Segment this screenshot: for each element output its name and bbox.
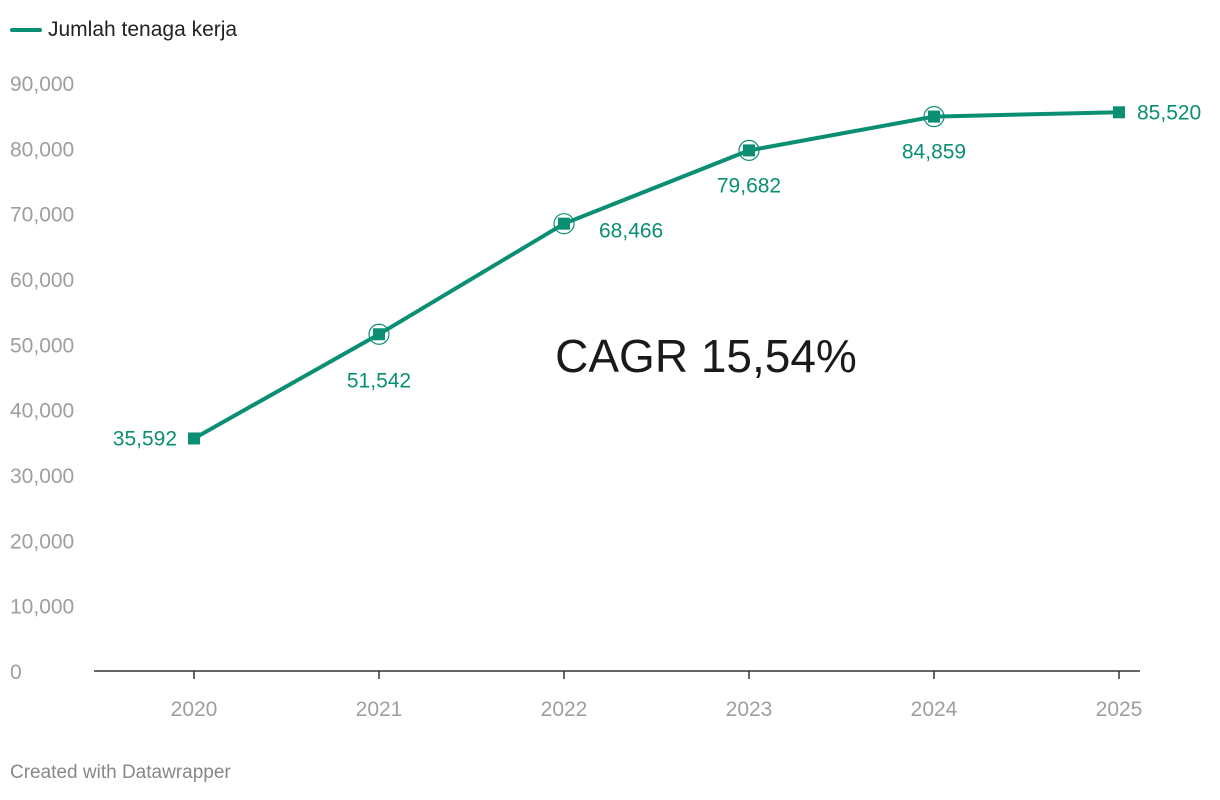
y-tick-label: 50,000	[10, 334, 74, 357]
y-tick-label: 70,000	[10, 204, 74, 227]
data-label: 85,520	[1137, 101, 1201, 124]
y-tick-label: 20,000	[10, 530, 74, 553]
data-point-marker	[188, 432, 200, 445]
legend: Jumlah tenaga kerja	[10, 14, 237, 46]
footer-credit: Created with Datawrapper	[10, 762, 231, 783]
data-label: 79,682	[717, 174, 781, 197]
y-tick-label: 10,000	[10, 596, 74, 619]
y-tick-label: 90,000	[10, 73, 74, 96]
data-point-marker	[1113, 106, 1125, 119]
series-jumlah-tenaga-kerja: 35,592 51,542 68,466 79,682 84,859 85,520	[113, 101, 1201, 450]
data-label: 35,592	[113, 427, 177, 450]
x-tick-label: 2020	[171, 698, 218, 721]
y-tick-label: 40,000	[10, 400, 74, 423]
y-tick-label: 0	[10, 661, 22, 684]
data-point-marker	[743, 144, 755, 157]
data-label: 51,542	[347, 369, 411, 392]
y-tick-label: 60,000	[10, 269, 74, 292]
data-point-marker	[558, 217, 570, 230]
point-highlight-ring	[738, 139, 760, 162]
data-label: 84,859	[902, 141, 966, 164]
x-tick-label: 2021	[356, 698, 403, 721]
y-tick-label: 80,000	[10, 138, 74, 161]
legend-label: Jumlah tenaga kerja	[48, 18, 238, 41]
x-tick-label: 2022	[541, 698, 588, 721]
data-point-marker	[928, 110, 940, 123]
point-highlight-ring	[553, 213, 575, 235]
x-axis: 2020 2021 2022 2023 2024 2025	[94, 670, 1143, 721]
series-line	[192, 110, 1121, 441]
legend-swatch	[10, 28, 42, 32]
x-tick-label: 2025	[1096, 698, 1143, 721]
point-highlight-ring	[368, 323, 390, 345]
x-tick-label: 2023	[726, 698, 773, 721]
x-tick-label: 2024	[911, 698, 958, 721]
point-highlight-ring	[923, 105, 945, 128]
data-point-marker	[373, 328, 385, 341]
cagr-annotation: CAGR 15,54%	[555, 330, 857, 382]
data-label: 68,466	[599, 220, 663, 243]
y-axis: 0 10,000 20,000 30,000 40,000 50,000 60,000 70,…	[10, 73, 74, 684]
y-tick-label: 30,000	[10, 465, 74, 488]
